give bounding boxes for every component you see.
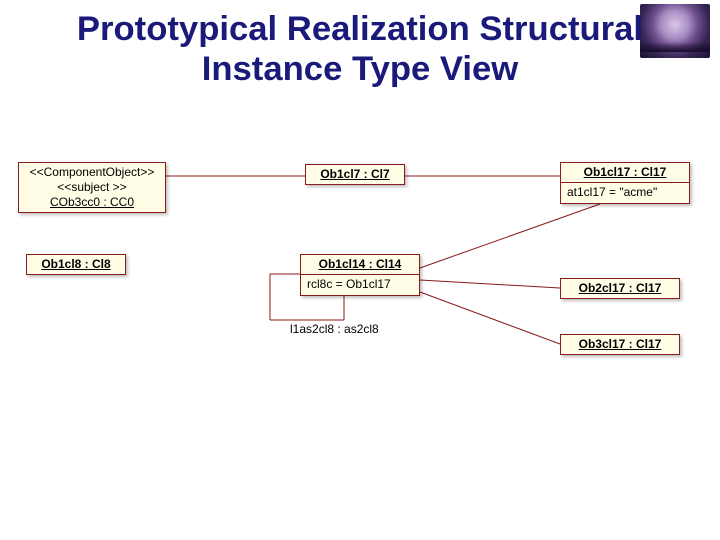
node-cl8: Ob1cl8 : Cl8 <box>26 254 126 275</box>
page-title: Prototypical Realization Structural Inst… <box>0 10 720 90</box>
node-component-object: <<ComponentObject>> <<subject >> COb3cc0… <box>18 162 166 213</box>
node-cl7-name: Ob1cl7 : Cl7 <box>320 167 389 181</box>
node-cl17-1-attr: at1cl17 = "acme" <box>561 183 689 203</box>
node-cl17-3-name: Ob3cl17 : Cl17 <box>579 337 662 351</box>
node-component-header: <<ComponentObject>> <<subject >> COb3cc0… <box>19 163 165 212</box>
stereotype-component: <<ComponentObject>> <box>25 165 159 180</box>
node-cl17-1: Ob1cl17 : Cl17 at1cl17 = "acme" <box>560 162 690 204</box>
node-cl17-1-name: Ob1cl17 : Cl17 <box>584 165 667 179</box>
node-component-name: COb3cc0 : CC0 <box>25 195 159 210</box>
node-cl17-2-name: Ob2cl17 : Cl17 <box>579 281 662 295</box>
node-cl14-name: Ob1cl14 : Cl14 <box>319 257 402 271</box>
node-cl14: Ob1cl14 : Cl14 rcl8c = Ob1cl17 <box>300 254 420 296</box>
stereotype-subject: <<subject >> <box>25 180 159 195</box>
node-cl17-2: Ob2cl17 : Cl17 <box>560 278 680 299</box>
node-cl14-attr: rcl8c = Ob1cl17 <box>301 275 419 295</box>
title-line-1: Prototypical Realization Structural <box>77 10 643 48</box>
node-cl7: Ob1cl7 : Cl7 <box>305 164 405 185</box>
title-line-2: Instance Type View <box>202 50 519 88</box>
node-cl8-name: Ob1cl8 : Cl8 <box>41 257 110 271</box>
node-cl17-3: Ob3cl17 : Cl17 <box>560 334 680 355</box>
assoc-label: l1as2cl8 : as2cl8 <box>290 322 379 336</box>
